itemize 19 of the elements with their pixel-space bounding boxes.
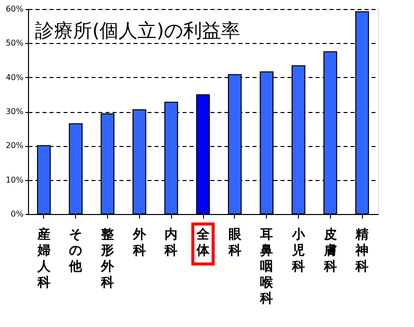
x-tick-label: 小児科 [290,228,306,274]
x-tick-label: 外科 [132,228,147,258]
x-tick-label: その他 [68,228,84,274]
x-tick-label: 皮膚科 [322,228,337,274]
y-tick-label: 30% [6,107,24,116]
x-tick-label: 全体 [196,228,210,258]
y-tick-label: 10% [6,175,24,184]
x-tick-label: 眼科 [227,228,242,258]
y-tick-label: 0% [10,210,24,218]
text: 診療所(個人立)の利益率 [35,20,240,42]
y-tick-label: 60% [6,4,24,14]
x-tick-label: 精神科 [354,228,369,274]
y-tick-label: 20% [6,141,24,150]
x-tick-label: 産婦人科 [36,226,52,290]
x-tick-label: 整形外科 [100,228,116,290]
x-tick-label: 耳鼻咽喉科 [259,228,274,306]
x-tick-label: 内科 [164,228,178,258]
y-tick-label: 50% [6,38,24,48]
y-tick-label: 40% [6,72,24,82]
